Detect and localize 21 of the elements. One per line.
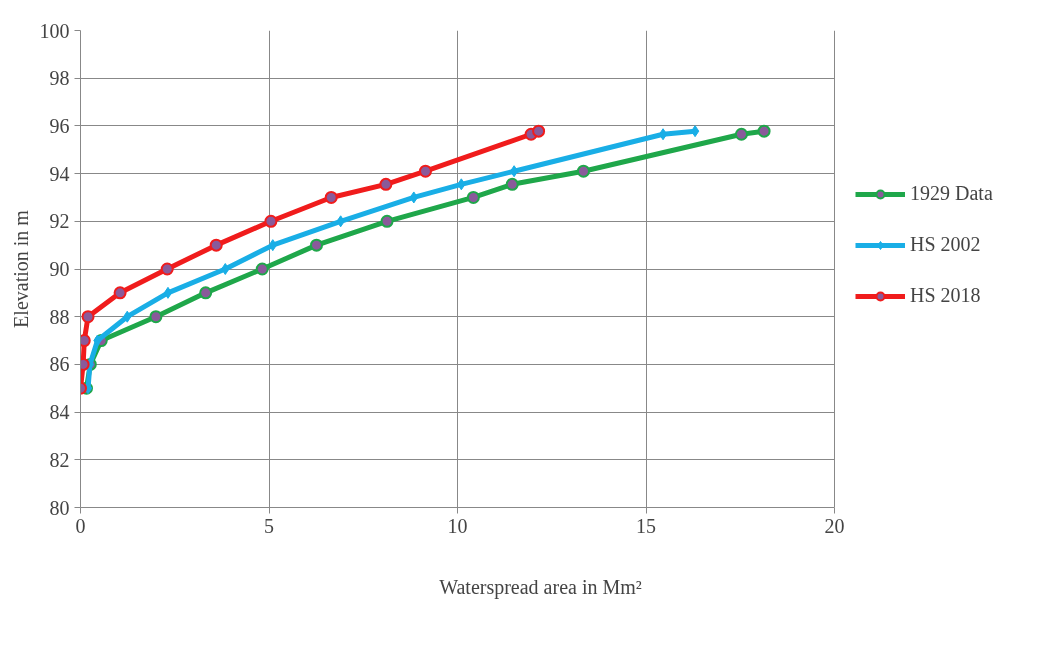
legend-label: 1929 Data	[910, 182, 993, 205]
x-tick-label: 20	[824, 514, 845, 537]
y-tick-label: 80	[49, 496, 70, 519]
y-tick-label: 84	[49, 401, 70, 424]
x-tick-label: 0	[75, 514, 86, 537]
y-tick-label: 92	[49, 210, 70, 233]
legend-label: HS 2002	[910, 233, 981, 256]
x-axis-title: Waterspread area in Mm²	[439, 575, 642, 599]
y-tick-label: 94	[49, 162, 70, 185]
legend-label: HS 2018	[910, 284, 981, 307]
y-tick-label: 88	[49, 305, 70, 328]
x-tick-label: 5	[264, 514, 275, 537]
y-tick-label: 82	[49, 448, 70, 471]
y-tick-label: 100	[39, 19, 70, 42]
x-tick-label: 10	[447, 514, 468, 537]
y-tick-label: 98	[49, 67, 70, 90]
x-tick-label: 15	[636, 514, 657, 537]
y-axis-title: Elevation in m	[9, 209, 32, 328]
y-tick-label: 96	[49, 114, 70, 137]
y-tick-label: 86	[49, 353, 70, 376]
y-tick-label: 90	[49, 258, 70, 280]
